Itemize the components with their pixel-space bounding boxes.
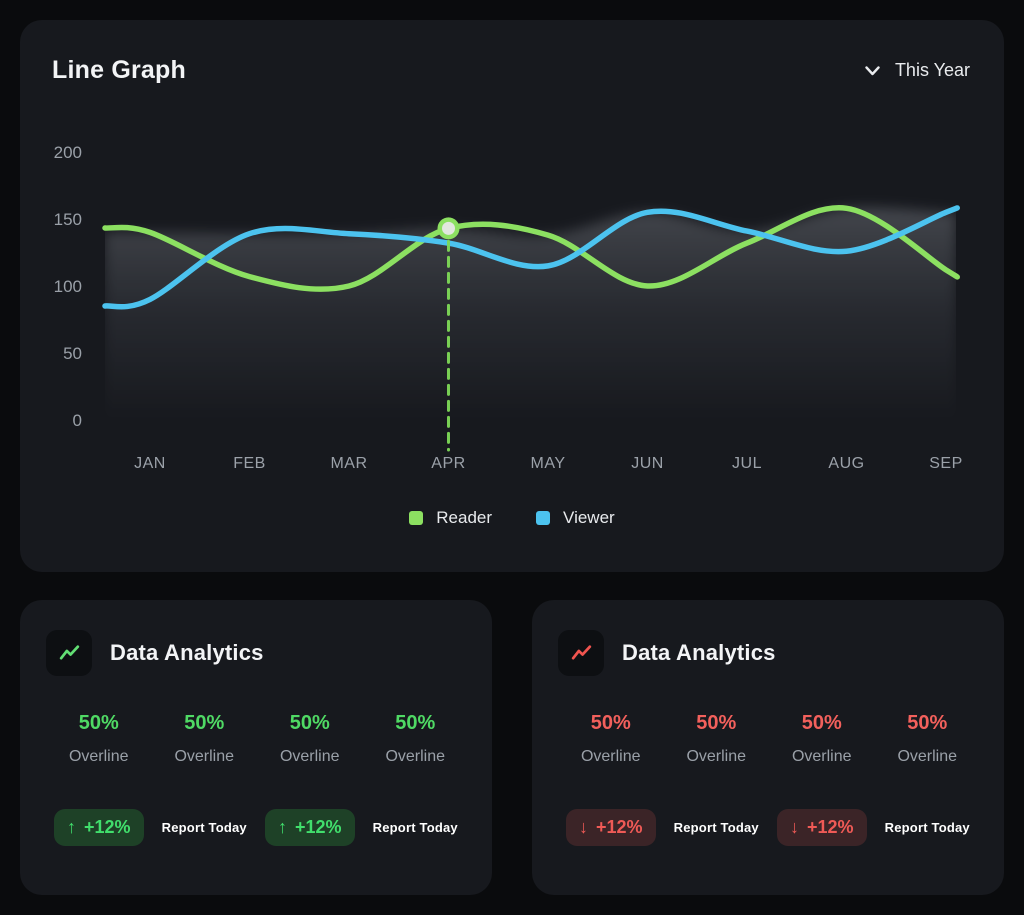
viewer-swatch-icon	[536, 511, 551, 525]
report-today-label: Report Today	[161, 820, 247, 835]
reader-swatch-icon	[409, 511, 424, 525]
footer-row: ↓ +12% Report Today ↓ +12% Report Today	[558, 809, 980, 846]
period-label: This Year	[894, 60, 970, 80]
line-chart: 200 150 100 50 0 JAN FEB MAR APR MAY JUN JUL AUG SEP	[54, 143, 963, 472]
stat-value: 50%	[289, 712, 330, 734]
stat-label: Overline	[68, 748, 129, 765]
arrow-down-icon: ↓	[789, 817, 799, 837]
x-axis-label: APR	[431, 455, 465, 472]
stat-value: 50%	[184, 712, 225, 734]
stats-row: 50% Overline 50% Overline 50% Overline 5…	[46, 712, 468, 766]
x-axis-label: JUN	[631, 455, 664, 472]
stat-label: Overline	[791, 748, 852, 765]
legend-label: Reader	[436, 508, 493, 527]
change-badge: ↑ +12%	[264, 809, 355, 846]
badge-text: +12%	[83, 817, 131, 837]
stat-value: 50%	[801, 712, 842, 734]
stat-label: Overline	[580, 748, 641, 765]
x-axis-label: MAR	[330, 455, 367, 472]
stat-item: 50% Overline	[664, 712, 770, 766]
stat-item: 50% Overline	[363, 712, 469, 766]
stat-value: 50%	[590, 712, 631, 734]
legend-item-reader[interactable]: Reader	[409, 508, 492, 528]
stat-label: Overline	[385, 748, 446, 765]
arrow-up-icon: ↑	[277, 817, 287, 837]
stat-label: Overline	[279, 748, 340, 765]
series-line-viewer	[102, 205, 960, 310]
x-axis-label: SEP	[929, 455, 963, 472]
stat-label: Overline	[897, 748, 958, 765]
change-badge: ↑ +12%	[53, 809, 144, 846]
data-analytics-card-positive: Data Analytics 50% Overline 50% Overline…	[20, 600, 492, 895]
arrow-down-icon: ↓	[578, 817, 588, 837]
badge-text: +12%	[595, 817, 643, 837]
x-axis-label: AUG	[828, 455, 864, 472]
y-axis-tick: 0	[73, 411, 82, 430]
line-graph-header: Line Graph This Year	[20, 20, 1004, 85]
chevron-down-icon	[865, 65, 880, 75]
stat-value: 50%	[696, 712, 737, 734]
stat-value: 50%	[907, 712, 948, 734]
chart-icon-box	[46, 630, 92, 676]
analytics-header: Data Analytics	[46, 630, 468, 676]
legend-label: Viewer	[563, 508, 615, 527]
stat-value: 50%	[78, 712, 119, 734]
y-axis-tick: 150	[54, 210, 82, 229]
stat-item: 50% Overline	[46, 712, 152, 766]
stat-item: 50% Overline	[152, 712, 258, 766]
change-badge: ↓ +12%	[776, 809, 867, 846]
highlight-marker-core	[442, 221, 455, 235]
stats-row: 50% Overline 50% Overline 50% Overline 5…	[558, 712, 980, 766]
arrow-up-icon: ↑	[66, 817, 76, 837]
trend-down-chart-icon	[571, 644, 591, 660]
line-graph-card: Line Graph This Year 200 150 100 50 0 JAN FEB M…	[20, 20, 1004, 572]
legend-item-viewer[interactable]: Viewer	[536, 508, 615, 528]
y-axis-tick: 100	[54, 277, 82, 296]
stat-value: 50%	[395, 712, 436, 734]
stat-label: Overline	[174, 748, 235, 765]
x-axis-label: JAN	[134, 455, 166, 472]
chart-legend: Reader Viewer	[20, 508, 1004, 528]
x-axis-label: JUL	[732, 455, 762, 472]
period-selector[interactable]: This Year	[865, 60, 970, 81]
report-today-label: Report Today	[372, 820, 458, 835]
analytics-title: Data Analytics	[110, 640, 264, 665]
series-line-reader	[102, 205, 960, 292]
y-axis-tick: 200	[54, 143, 82, 162]
analytics-title: Data Analytics	[622, 640, 776, 665]
footer-row: ↑ +12% Report Today ↑ +12% Report Today	[46, 809, 468, 846]
stat-item: 50% Overline	[769, 712, 875, 766]
stat-item: 50% Overline	[875, 712, 981, 766]
y-axis-tick: 50	[63, 344, 82, 363]
x-axis-label: MAY	[531, 455, 566, 472]
stat-item: 50% Overline	[257, 712, 363, 766]
x-axis-label: FEB	[233, 455, 266, 472]
badge-text: +12%	[806, 817, 854, 837]
change-badge: ↓ +12%	[565, 809, 656, 846]
badge-text: +12%	[294, 817, 342, 837]
data-analytics-card-negative: Data Analytics 50% Overline 50% Overline…	[532, 600, 1004, 895]
stat-label: Overline	[686, 748, 747, 765]
stat-item: 50% Overline	[558, 712, 664, 766]
report-today-label: Report Today	[884, 820, 970, 835]
trend-up-chart-icon	[59, 644, 79, 660]
chart-icon-box	[558, 630, 604, 676]
analytics-header: Data Analytics	[558, 630, 980, 676]
card-title: Line Graph	[52, 56, 186, 84]
area-fill	[105, 207, 956, 420]
report-today-label: Report Today	[673, 820, 759, 835]
